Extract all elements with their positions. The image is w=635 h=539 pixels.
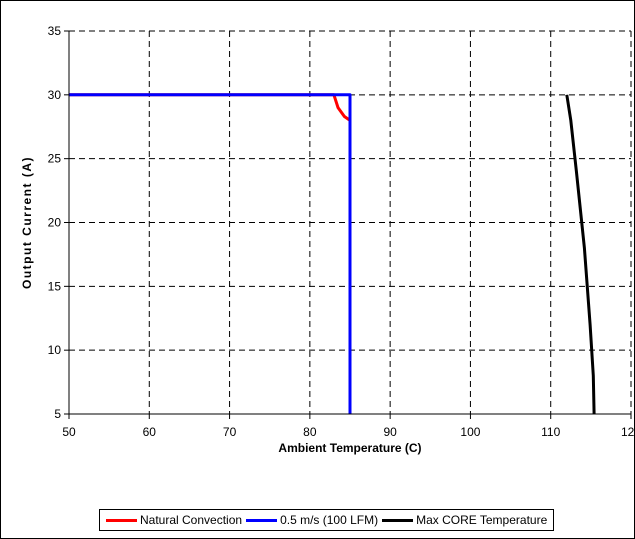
- axes: [64, 30, 632, 419]
- y-tick-label-2: 15: [48, 279, 62, 293]
- x-axis-label: Ambient Temperature (C): [278, 441, 421, 455]
- x-tick-label-7: 120: [621, 425, 635, 439]
- legend-swatch-1: [246, 518, 278, 522]
- x-tick-label-5: 100: [460, 425, 480, 439]
- legend-label-1: 0.5 m/s (100 LFM): [280, 513, 379, 527]
- legend-label-2: Max CORE Temperature: [416, 513, 548, 527]
- x-tick-label-4: 90: [383, 425, 397, 439]
- x-tick-label-0: 50: [62, 425, 76, 439]
- legend-swatch-2: [382, 518, 414, 522]
- legend-label-0: Natural Convection: [140, 513, 243, 527]
- legend: Natural Convection 0.5 m/s (100 LFM) Max C…: [99, 509, 555, 531]
- x-tick-label-6: 110: [541, 425, 560, 439]
- legend-swatch-0: [106, 518, 137, 522]
- y-tick-label-1: 10: [48, 343, 62, 357]
- series-line-2: [565, 94, 596, 415]
- y-tick-label-4: 25: [48, 152, 62, 166]
- legend-item-2: Max CORE Temperature: [382, 513, 547, 527]
- y-tick-label-0: 5: [54, 407, 61, 421]
- x-tick-label-2: 70: [223, 425, 237, 439]
- x-tick-label-1: 60: [143, 425, 157, 439]
- y-tick-label-6: 35: [48, 24, 62, 38]
- tick-labels: 50 60 70 80 90 100 110 120 5 10 15 20 25 30 35: [48, 24, 635, 439]
- legend-item-1: 0.5 m/s (100 LFM): [246, 513, 378, 527]
- y-axis-label: Output Current (A): [20, 156, 34, 289]
- y-tick-label-3: 20: [48, 216, 62, 230]
- y-tick-label-5: 30: [48, 88, 62, 102]
- x-tick-label-3: 80: [303, 425, 317, 439]
- series-line-1: [69, 93, 352, 414]
- series-layer: [69, 93, 596, 415]
- legend-item-0: Natural Convection: [106, 513, 242, 527]
